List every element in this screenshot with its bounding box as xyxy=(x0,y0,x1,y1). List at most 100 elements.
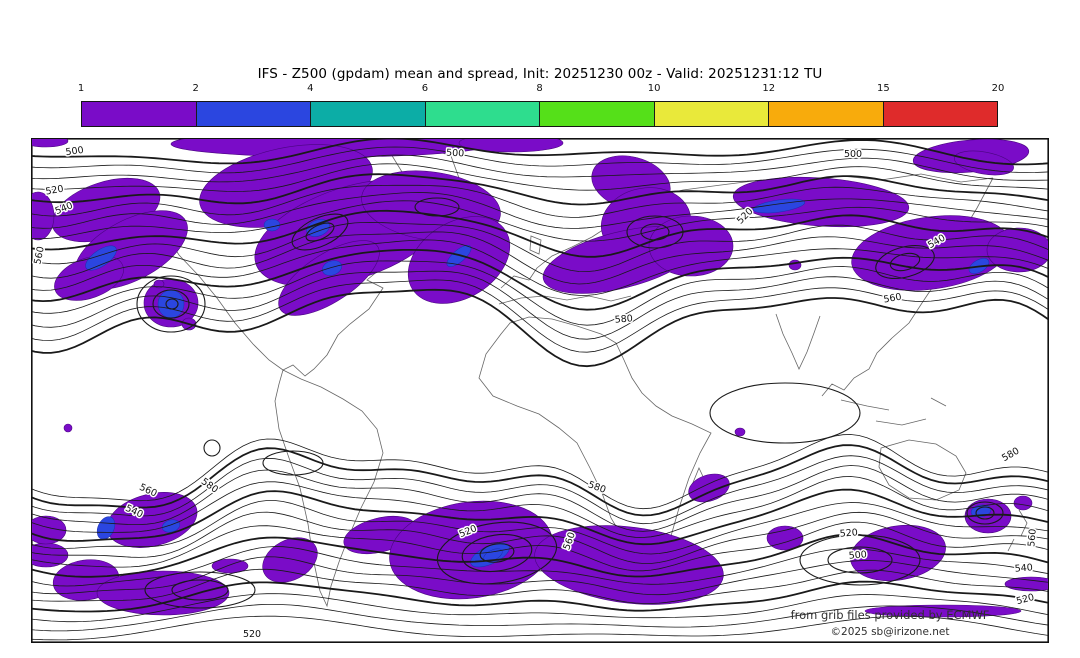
contour-label-560: 560 xyxy=(883,292,903,306)
closed-contour xyxy=(966,501,1004,525)
closed-contour xyxy=(152,289,190,319)
closed-contours xyxy=(136,197,1004,609)
contour-south xyxy=(32,533,1048,578)
spread-blob-1-2 xyxy=(211,558,249,574)
spread-blob-1-2 xyxy=(153,279,165,289)
spread-blob-1-2 xyxy=(32,139,69,148)
contour-label-520: 520 xyxy=(839,527,858,540)
contour-north xyxy=(32,200,1048,242)
spread-blob-2-4 xyxy=(263,218,281,232)
contour-north xyxy=(32,239,1048,296)
contour-label-580: 580 xyxy=(614,313,633,326)
closed-contour xyxy=(827,546,893,574)
spread-blob-1-2 xyxy=(734,427,746,437)
spread-blob-1-2 xyxy=(954,150,1014,176)
spread-blob-1-2 xyxy=(688,473,730,503)
map-canvas: 500 500 5005205405605205405605805805605405… xyxy=(31,138,1049,643)
spread-blob-2-4 xyxy=(446,245,472,267)
colorbar-segment-8-10 xyxy=(539,102,654,126)
spread-blob-2-4 xyxy=(157,289,185,319)
contour-north xyxy=(32,154,1048,183)
contour-label-500: 500 xyxy=(848,549,867,562)
contour-label-520: 520 xyxy=(243,629,261,640)
contour-label-540: 540 xyxy=(1014,562,1033,575)
contour-south xyxy=(32,511,1048,564)
colorbar-segment-2-4 xyxy=(195,102,310,126)
closed-contour xyxy=(875,245,935,279)
contour-north xyxy=(32,184,1048,218)
attribution-copyright: ©2025 sb@irizone.net xyxy=(831,626,950,638)
closed-contour xyxy=(889,252,921,272)
colorbar-segment-4-6 xyxy=(310,102,425,126)
closed-contour xyxy=(136,275,206,333)
attribution-source: from grib files provided by ECMWF xyxy=(791,608,990,622)
closed-contour xyxy=(461,533,533,573)
contour-north xyxy=(32,192,1048,229)
closed-contour xyxy=(436,521,558,585)
closed-contour xyxy=(165,298,179,310)
colorbar-segment-12-15 xyxy=(768,102,883,126)
contour-south xyxy=(32,568,1048,604)
closed-contour xyxy=(709,382,861,444)
closed-contour xyxy=(479,543,515,563)
contour-north xyxy=(32,260,1048,326)
closed-contour xyxy=(799,534,921,586)
spread-shading xyxy=(32,139,1048,618)
contour-south xyxy=(32,444,1048,517)
colorbar-tick-1: 1 xyxy=(77,83,85,94)
spread-blob-2-4 xyxy=(322,260,342,276)
colorbar-tick-15: 15 xyxy=(877,83,890,94)
colorbar-tick-10: 10 xyxy=(647,83,661,94)
closed-contour xyxy=(291,213,349,251)
closed-contour xyxy=(640,223,670,241)
contour-north xyxy=(32,231,1048,285)
spread-blob-2-4 xyxy=(96,516,116,540)
colorbar-tick-20: 20 xyxy=(991,83,1005,94)
contour-south xyxy=(32,615,1048,641)
colorbar-tick-12: 12 xyxy=(762,83,776,94)
chart-title: IFS - Z500 (gpdam) mean and spread, Init… xyxy=(257,66,823,82)
contour-label-500: 500 xyxy=(446,148,465,160)
spread-blob-2-4 xyxy=(85,245,117,271)
spread-blob-1-2 xyxy=(534,525,724,605)
contour-south xyxy=(32,455,1048,525)
colorbar xyxy=(81,101,998,127)
contour-north xyxy=(32,139,1048,166)
contour-south xyxy=(32,488,1048,546)
contour-north xyxy=(32,163,1048,192)
contour-label-500: 500 xyxy=(844,149,862,160)
spread-blob-1-2 xyxy=(788,259,802,271)
closed-contour xyxy=(414,197,460,217)
contour-south xyxy=(32,465,1048,532)
colorbar-tick-6: 6 xyxy=(421,83,429,94)
colorbar-segment-15-20 xyxy=(882,102,997,126)
contour-north xyxy=(32,209,1048,258)
contour-north xyxy=(32,270,1048,340)
contour-north xyxy=(32,173,1048,206)
spread-blob-1-2 xyxy=(54,255,124,301)
contour-north xyxy=(32,288,1048,368)
closed-contour xyxy=(262,450,324,476)
contour-label-560: 560 xyxy=(1026,528,1039,547)
closed-contour xyxy=(305,222,335,242)
spread-blob-1-2 xyxy=(1013,495,1033,511)
closed-contour xyxy=(171,579,229,601)
contour-label-500: 500 xyxy=(65,145,84,158)
spread-blob-1-2 xyxy=(458,139,564,153)
contour-south xyxy=(32,434,1048,510)
colorbar-tick-2: 2 xyxy=(192,83,199,94)
contour-south xyxy=(32,556,1048,596)
contour-north xyxy=(32,221,1048,273)
closed-contour xyxy=(144,571,256,609)
contour-south xyxy=(32,604,1048,632)
spread-blob-1-2 xyxy=(96,570,230,616)
closed-contour xyxy=(975,506,995,520)
colorbar-segment-6-8 xyxy=(424,102,539,126)
spread-blob-1-2 xyxy=(63,423,73,433)
spread-blob-1-2 xyxy=(278,240,380,316)
contour-south xyxy=(32,476,1048,538)
closed-contour xyxy=(626,215,684,249)
colorbar-segment-1-2 xyxy=(82,102,196,126)
closed-contour xyxy=(203,439,221,457)
